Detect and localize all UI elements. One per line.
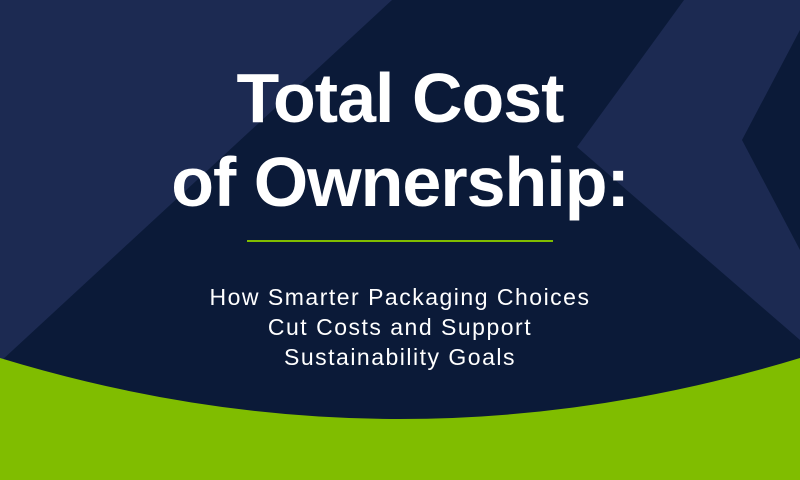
bg-shape-right [577,0,800,340]
subtitle: How Smarter Packaging Choices Cut Costs … [0,282,800,372]
subtitle-line-2: Cut Costs and Support [267,314,533,340]
title-line-2: of Ownership: [171,143,630,221]
green-wave [0,358,800,480]
bg-shape-left [0,0,392,362]
divider [247,240,553,242]
subtitle-line-3: Sustainability Goals [284,344,516,370]
title-line-1: Total Cost [236,59,564,137]
subtitle-line-1: How Smarter Packaging Choices [209,284,591,310]
